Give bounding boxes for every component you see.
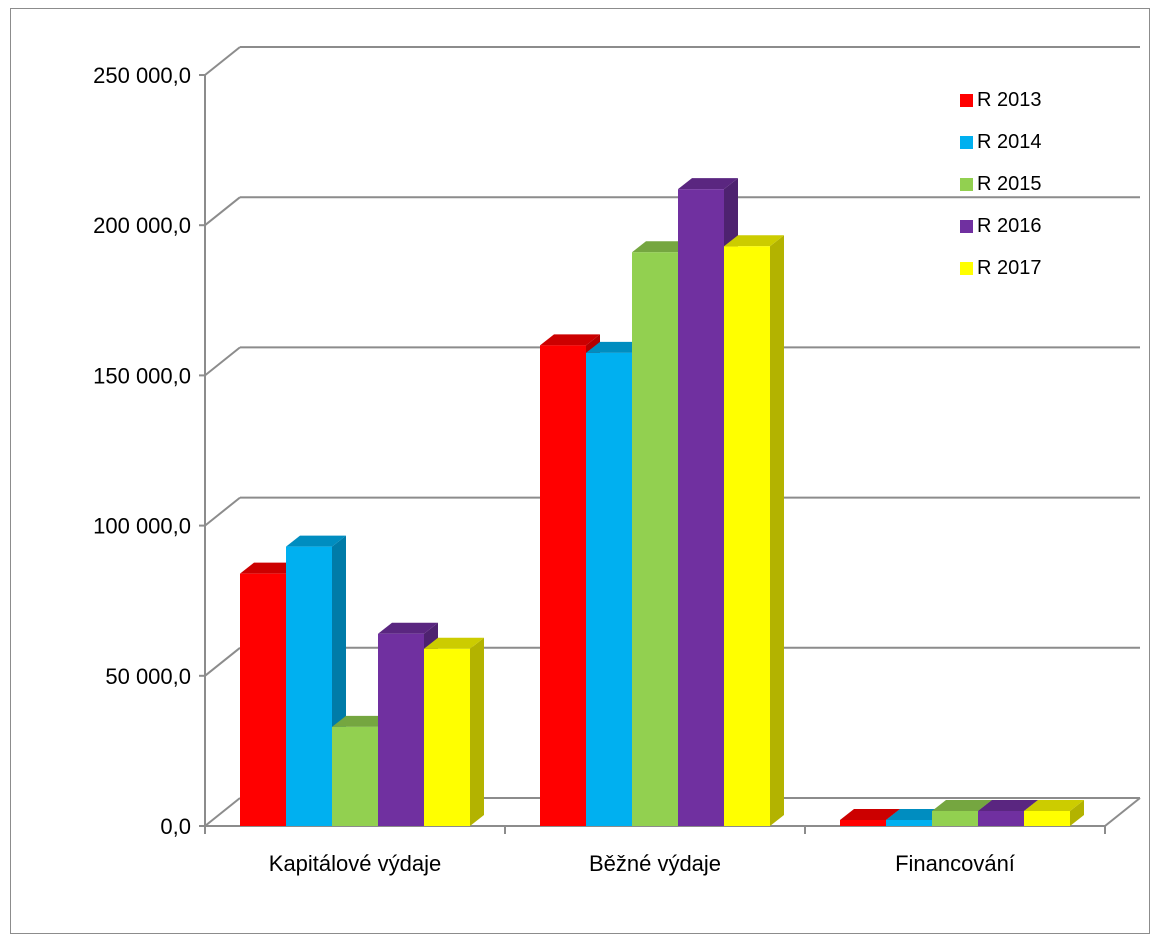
bars-layer: [240, 178, 1084, 827]
y-tick-label: 150 000,0: [93, 363, 191, 388]
y-tick-label: 100 000,0: [93, 514, 191, 539]
bar: [240, 573, 286, 826]
legend-label: R 2014: [977, 131, 1042, 153]
legend-swatch: [960, 136, 973, 149]
bar: [586, 352, 632, 826]
bar-top: [840, 808, 900, 820]
bar-top: [932, 799, 992, 811]
x-tick-label: Kapitálové výdaje: [269, 851, 441, 876]
bar: [632, 252, 678, 827]
legend-label: R 2016: [977, 215, 1042, 237]
bar: [1024, 810, 1070, 826]
bar: [932, 810, 978, 826]
legend-swatch: [960, 178, 973, 191]
bar: [978, 810, 1024, 826]
bar: [540, 345, 586, 826]
legend-label: R 2015: [977, 173, 1042, 195]
bar: [332, 726, 378, 826]
labels-layer: 0,0 50 000,0 100 000,0 150 000,0 200 000,0 25…: [93, 63, 1015, 876]
bar: [378, 633, 424, 826]
gridline-diagonal: [204, 797, 241, 827]
bar-side: [1070, 799, 1084, 826]
bar-top: [332, 715, 392, 727]
y-tick-label: 50 000,0: [105, 664, 191, 689]
bar-top: [632, 241, 692, 253]
bar-top: [378, 622, 438, 634]
bar: [840, 819, 886, 826]
legend-swatch: [960, 262, 973, 275]
gridline-diagonal: [204, 496, 241, 527]
bar-top: [678, 178, 738, 190]
legend-swatch: [960, 220, 973, 233]
bar: [424, 648, 470, 826]
bar-top: [1024, 799, 1084, 811]
bar-top: [586, 341, 646, 353]
bar: [286, 546, 332, 826]
bar: [886, 819, 932, 826]
bar-top: [540, 334, 600, 346]
bar-side: [470, 637, 484, 826]
gridline-diagonal: [204, 647, 241, 677]
bar-top: [240, 562, 300, 574]
gridline-diagonal: [204, 346, 241, 377]
bar-top: [286, 535, 346, 547]
bar: [678, 189, 724, 827]
y-tick-label: 200 000,0: [93, 213, 191, 238]
legend-swatch: [960, 94, 973, 107]
gridline-diagonal: [204, 46, 241, 76]
bar-top: [978, 799, 1038, 811]
bar-top: [724, 235, 784, 247]
bar: [724, 246, 770, 826]
bar-top: [424, 637, 484, 649]
x-tick-label: Financování: [895, 851, 1015, 876]
floor-edge: [1104, 797, 1141, 827]
x-tick-label: Běžné výdaje: [589, 851, 721, 876]
bar-top: [886, 808, 946, 820]
legend: R 2013 R 2014 R 2015 R 2016 R 2017: [960, 89, 1042, 279]
legend-label: R 2017: [977, 257, 1042, 279]
legend-label: R 2013: [977, 89, 1042, 111]
y-tick-label: 0,0: [160, 814, 191, 839]
y-tick-label: 250 000,0: [93, 63, 191, 88]
bar-side: [770, 235, 784, 826]
gridline-diagonal: [204, 196, 241, 226]
